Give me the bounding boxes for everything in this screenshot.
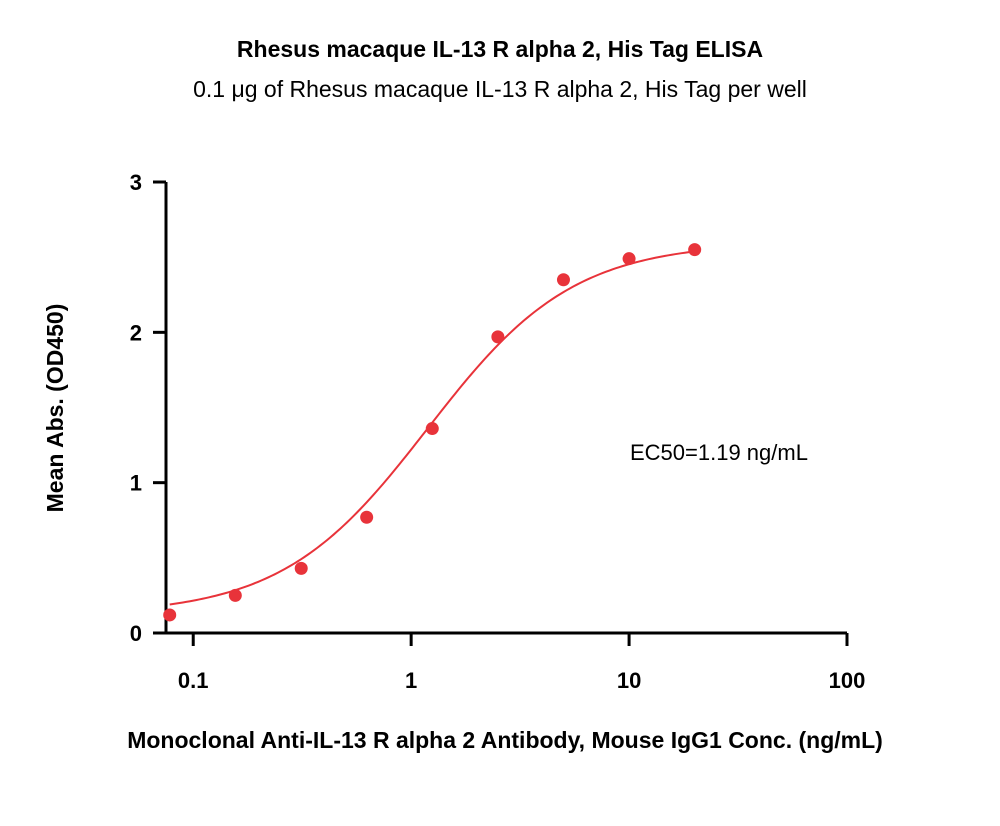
y-tick-label: 2 <box>130 320 142 345</box>
data-point <box>622 252 636 266</box>
data-point <box>360 510 374 524</box>
data-point <box>294 561 308 575</box>
data-point <box>556 273 570 287</box>
x-tick-label: 100 <box>829 668 866 693</box>
y-axis-title: Mean Abs. (OD450) <box>42 304 68 513</box>
x-tick-label: 1 <box>405 668 417 693</box>
chart-title: Rhesus macaque IL-13 R alpha 2, His Tag … <box>236 36 764 62</box>
y-tick-label: 3 <box>130 170 142 195</box>
x-tick-label: 0.1 <box>178 668 209 693</box>
x-tick-label: 10 <box>617 668 641 693</box>
data-point <box>425 422 439 436</box>
data-point <box>688 243 702 257</box>
chart-subtitle: 0.1 μg of Rhesus macaque IL-13 R alpha 2… <box>193 76 807 102</box>
data-point <box>163 608 177 622</box>
x-axis-title: Monoclonal Anti-IL-13 R alpha 2 Antibody… <box>127 727 883 753</box>
data-point <box>228 588 242 602</box>
y-tick-label: 0 <box>130 621 142 646</box>
axes <box>164 182 847 635</box>
data-points <box>163 243 702 622</box>
ec50-annotation: EC50=1.19 ng/mL <box>630 440 808 465</box>
data-point <box>491 330 505 344</box>
ticks: 0.1 1 10 100 0 1 2 3 <box>130 170 866 693</box>
y-tick-label: 1 <box>130 471 142 496</box>
